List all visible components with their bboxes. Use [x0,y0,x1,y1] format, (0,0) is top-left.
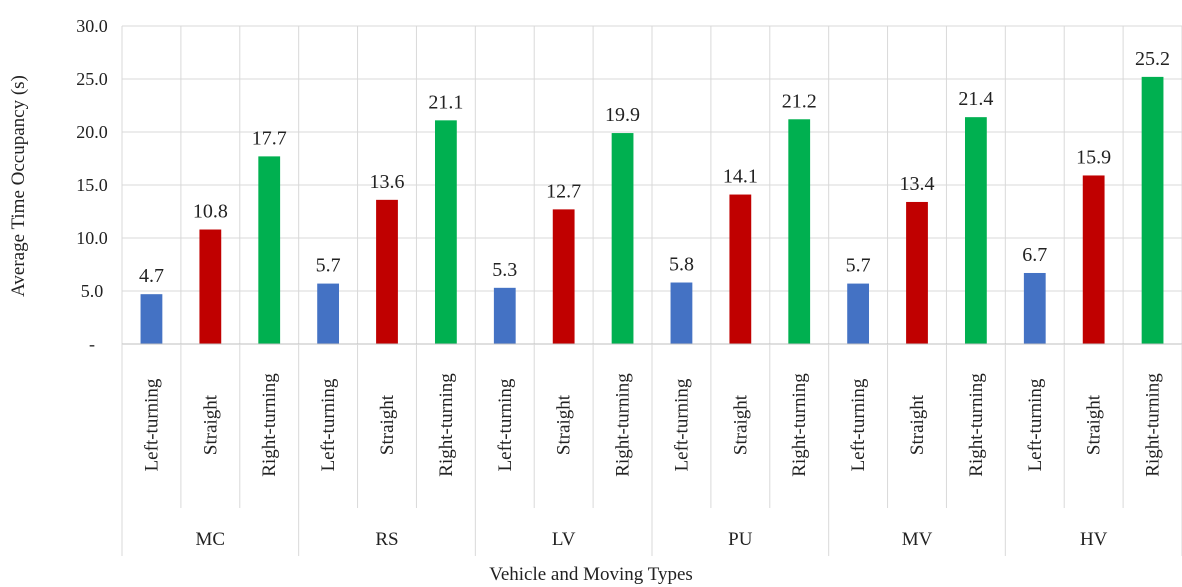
data-label: 4.7 [139,265,164,287]
bar [670,282,693,344]
data-label: 25.2 [1135,48,1170,70]
data-label: 21.2 [782,90,817,112]
bar [140,294,163,344]
y-tick-label: 10.0 [76,228,108,248]
group-label: LV [552,529,576,550]
data-label: 5.8 [669,254,694,276]
bar [552,209,575,344]
bar [258,156,281,344]
gridlines [121,25,1182,344]
bars [140,76,1164,344]
data-label: 5.7 [316,255,341,277]
x-tick-label: Right-turning [1143,373,1164,477]
bar [199,229,222,344]
data-label: 14.1 [723,166,758,188]
bar [964,117,987,344]
data-label: 12.7 [546,180,581,202]
bar [1082,175,1105,344]
x-tick-label: Straight [377,394,398,455]
bar [847,283,870,344]
x-tick-label: Left-turning [1025,378,1046,471]
bar [1141,76,1164,344]
y-tick-label: 30.0 [76,16,108,36]
data-label: 13.6 [370,171,405,193]
data-label: 5.7 [846,255,871,277]
bar [317,283,340,344]
x-tick-label: Right-turning [613,373,634,477]
data-label: 19.9 [605,104,640,126]
y-axis-title: Average Time Occupancy (s) [8,75,29,297]
group-label: MV [902,529,933,550]
data-label: 21.4 [958,88,993,110]
x-tick-label: Left-turning [318,378,339,471]
data-label: 13.4 [900,173,935,195]
data-label: 5.3 [492,259,517,281]
group-label: HV [1080,529,1108,550]
x-tick-label: Right-turning [436,373,457,477]
x-tick-label: Left-turning [495,378,516,471]
group-label: MC [196,529,226,550]
bar [376,199,398,344]
x-tick-label: Right-turning [966,373,987,477]
x-axis-title: Vehicle and Moving Types [489,564,693,585]
y-tick-label: 25.0 [76,69,108,89]
data-label: 10.8 [193,201,228,223]
data-label: 21.1 [428,91,463,113]
y-tick-label: 5.0 [81,281,104,301]
bar [788,119,811,344]
data-label: 15.9 [1076,146,1111,168]
y-tick-label: - [89,334,95,354]
x-tick-label: Right-turning [789,373,810,477]
bar [434,120,457,344]
x-tick-label: Straight [1084,394,1105,455]
x-tick-label: Straight [200,394,221,455]
data-labels: 4.7 10.8 17.7 5.7 13.6 21.1 5.3 12.7 19.9 5.8 14.1… [139,48,1170,287]
x-tick-label: Straight [554,394,575,455]
x-tick-label: Straight [907,394,928,455]
group-label: PU [728,529,753,550]
x-tick-label: Right-turning [259,373,280,477]
bar [729,194,752,344]
data-label: 17.7 [252,127,287,149]
bar [906,201,928,344]
x-tick-label: Left-turning [141,378,162,471]
y-tick-label: 20.0 [76,122,108,142]
group-label: RS [375,529,398,550]
x-tick-label: Straight [730,394,751,455]
bar [611,133,634,344]
data-label: 6.7 [1022,244,1047,266]
bar [493,287,516,344]
axes: - 5.0 10.0 15.0 20.0 25.0 30.0 Left-turning Stra… [76,16,1182,556]
x-tick-label: Left-turning [671,378,692,471]
x-tick-label: Left-turning [848,378,869,471]
bar [1023,272,1046,344]
y-tick-label: 15.0 [76,175,108,195]
